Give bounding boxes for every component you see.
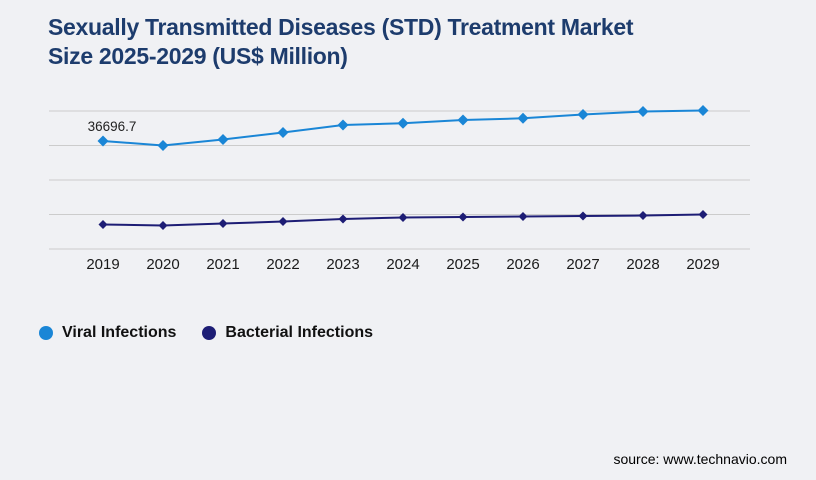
data-point: [338, 214, 348, 224]
data-point: [277, 127, 289, 139]
x-axis-label: 2026: [506, 256, 539, 273]
data-point: [218, 219, 228, 229]
x-axis-label: 2019: [86, 256, 119, 273]
data-point: [337, 119, 349, 131]
data-point: [697, 104, 709, 116]
x-axis-label: 2027: [566, 256, 599, 273]
data-point: [518, 212, 528, 222]
legend-item-bacterial-infections: Bacterial Infections: [202, 324, 373, 342]
x-axis-label: 2024: [386, 256, 419, 273]
page-title-line2: Size 2025-2029 (US$ Million): [48, 43, 348, 69]
x-axis-label: 2025: [446, 256, 479, 273]
page-title-line1: Sexually Transmitted Diseases (STD) Trea…: [48, 14, 634, 40]
data-point: [517, 112, 529, 124]
data-point: [398, 213, 408, 223]
legend-label: Bacterial Infections: [225, 324, 374, 341]
data-point: [158, 220, 168, 230]
data-point: [98, 220, 108, 230]
x-axis-label: 2020: [146, 256, 179, 273]
data-point: [637, 105, 649, 117]
x-axis-label: 2021: [206, 256, 239, 273]
bacterial-infections-legend-marker-icon: [202, 326, 217, 340]
data-point: [157, 139, 169, 151]
data-point: [698, 210, 708, 220]
data-point: [457, 114, 469, 126]
line-chart-canvas: 2019 2020 2021 2022 2023 2024 2025 2026 2027 2028…: [49, 104, 750, 273]
data-point: [278, 217, 288, 227]
data-point: [217, 133, 229, 145]
data-point: [578, 211, 588, 221]
data-point: [97, 135, 109, 147]
data-point: [397, 117, 409, 129]
source-attribution: source: www.technavio.com: [613, 451, 787, 467]
viral-infections-legend-marker-icon: [39, 326, 53, 340]
data-point-label: 36696.7: [88, 119, 137, 134]
legend-label: Viral Infections: [62, 324, 177, 341]
x-axis-label: 2023: [326, 256, 359, 273]
data-point: [638, 211, 648, 221]
legend-item-viral-infections: Viral Infections: [39, 324, 176, 342]
x-axis-label: 2022: [266, 256, 299, 273]
x-axis-label: 2029: [686, 256, 719, 273]
chart-legend: Viral Infections Bacterial Infections: [39, 324, 373, 342]
data-point: [577, 109, 589, 121]
x-axis-label: 2028: [626, 256, 659, 273]
data-point: [458, 212, 468, 222]
page-title: Sexually Transmitted Diseases (STD) Trea…: [48, 13, 758, 71]
